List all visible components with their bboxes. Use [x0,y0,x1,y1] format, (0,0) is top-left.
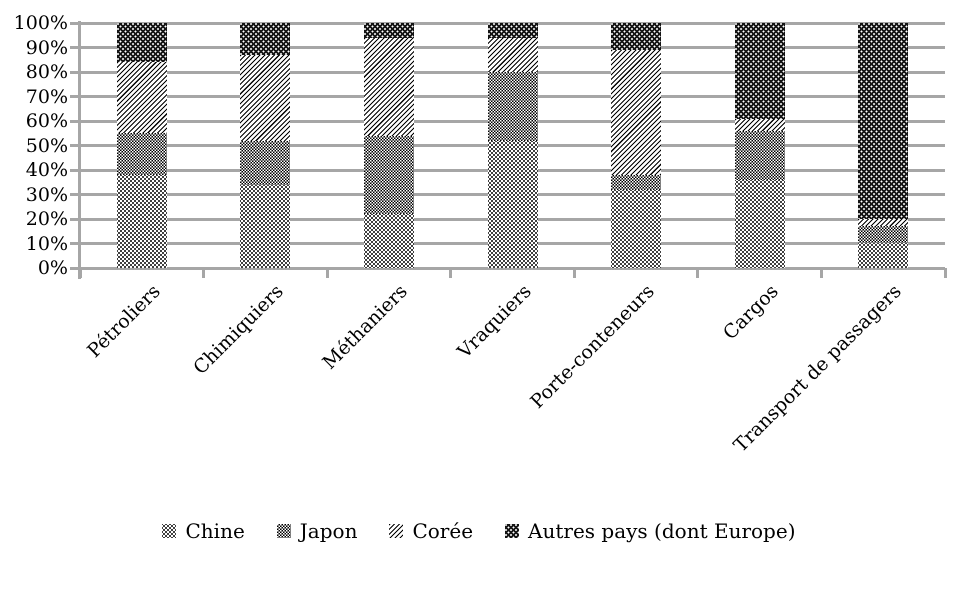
bar-segment-diagonal-hatch [611,49,662,175]
bar-segment-black-dots [116,23,167,63]
legend-swatch-diagonal-hatch [389,524,404,538]
bar-segment-black-dots [611,23,662,50]
bar-segment-black-dots [734,23,785,119]
y-axis-label: 50% [25,134,68,157]
y-axis-label: 40% [25,159,68,181]
y-axis-label: 20% [25,208,68,230]
bar [363,23,414,268]
bar [858,23,909,268]
legend-item: Chine [162,519,245,543]
y-axis-label: 90% [25,36,68,59]
bar-segment-black-dots [240,23,291,55]
bar-segment-diagonal-hatch [734,118,785,131]
bar-segment-diagonal-hatch [240,54,291,141]
bar-segment-cross-hatch [240,140,291,185]
bar-segment-diagonal-hatch [858,219,909,227]
legend-item: Corée [389,519,473,543]
y-axis-label: 70% [25,85,68,108]
bar-segment-diagonal-hatch [116,62,167,134]
x-axis-tick [943,268,947,278]
legend-item: Autres pays (dont Europe) [505,519,796,543]
x-axis-tick [202,268,206,278]
x-axis-tick [325,268,329,278]
bar-segment-cross-hatch [611,174,662,190]
x-axis-tick [78,268,82,278]
bar [734,23,785,268]
bar-segment-cross-hatch [116,133,167,175]
legend-label: Corée [412,519,474,543]
y-axis-label: 80% [25,61,68,83]
bar-segment-cross-hatch [734,130,785,180]
y-axis-label: 60% [25,110,68,132]
bar-segment-black-dots [858,23,909,219]
y-axis-label: 0% [37,257,68,279]
legend-item: Japon [276,519,358,543]
x-axis-tick [449,268,453,278]
legend-swatch-dots-light [162,524,177,538]
bar [116,23,167,268]
y-axis-label: 30% [25,183,68,206]
x-axis-tick [572,268,576,278]
bar-segment-dots-light [240,184,291,268]
gridline [70,266,945,270]
bar-segment-dots-light [487,140,538,268]
bar-segment-diagonal-hatch [363,37,414,136]
bar-segment-dots-light [734,179,785,268]
bar [487,23,538,268]
bar-segment-dots-light [116,174,167,268]
bar-segment-black-dots [363,23,414,38]
bar-segment-cross-hatch [363,135,414,215]
y-axis-label: 10% [25,232,68,255]
bar-segment-cross-hatch [858,226,909,244]
legend-label: Autres pays (dont Europe) [528,519,796,543]
x-axis-tick [819,268,823,278]
bar-segment-cross-hatch [487,71,538,141]
bar [611,23,662,268]
y-axis-line [78,21,81,279]
legend-label: Japon [299,519,358,543]
bar-segment-diagonal-hatch [487,37,538,72]
legend-label: Chine [185,519,245,543]
bar-segment-black-dots [487,23,538,38]
legend-swatch-cross-hatch [276,524,291,538]
bar-segment-dots-light [858,243,909,268]
bar-segment-dots-light [611,189,662,268]
bar-segment-dots-light [363,214,414,268]
bar [240,23,291,268]
chart-legend: Chine Japon Corée Autres pays (dont Europe) [0,514,958,548]
legend-swatch-black-dots [505,524,520,538]
x-axis-tick [696,268,700,278]
y-axis-label: 100% [13,12,68,34]
